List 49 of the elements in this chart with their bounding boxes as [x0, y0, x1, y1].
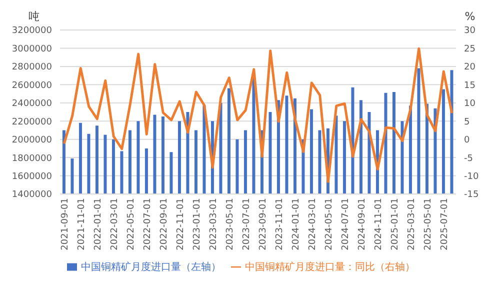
x-tick-label: 2022-07-01: [143, 198, 154, 250]
y-tick-label: 2800000: [12, 62, 52, 73]
line-series: [62, 47, 454, 183]
y2-tick-label: 20: [464, 62, 476, 73]
y2-tick-label: -15: [464, 190, 479, 200]
x-tick-label: 2024-01-01: [292, 198, 302, 250]
y-tick-label: 1600000: [12, 172, 52, 182]
y-tick-label: 2000000: [12, 136, 52, 146]
y-tick-label: 3200000: [12, 26, 52, 36]
x-tick-label: 2025-01-01: [390, 198, 401, 250]
legend-label: 中国铜精矿月度进口量（左轴）: [81, 262, 221, 273]
x-tick-label: 2023-05-01: [226, 198, 236, 250]
y-tick-label: 1800000: [12, 154, 52, 164]
x-tick-label: 2023-11-01: [275, 198, 286, 250]
x-tick-label: 2025-05-01: [424, 198, 434, 250]
y2-tick-label: 25: [464, 44, 476, 54]
legend-label: 中国铜精矿月度进口量：同比（右轴）: [245, 262, 415, 273]
y2-tick-label: 30: [464, 26, 476, 36]
x-tick-label: 2023-09-01: [258, 198, 269, 250]
x-tick-label: 2024-03-01: [308, 198, 318, 250]
x-tick-label: 2021-09-01: [60, 198, 71, 250]
y2-tick-label: 15: [464, 80, 476, 91]
x-tick-label: 2023-01-01: [192, 198, 203, 250]
x-tick-label: 2025-03-01: [407, 198, 418, 250]
y-tick-label: 2600000: [12, 80, 52, 91]
x-tick-label: 2023-07-01: [242, 198, 252, 250]
y-tick-label: 2200000: [12, 117, 52, 128]
x-tick-label: 2024-05-01: [324, 198, 335, 250]
y-axis-title: 吨: [28, 10, 40, 23]
y2-axis-title: %: [464, 10, 476, 23]
x-tick-label: 2021-11-01: [77, 198, 88, 250]
y2-tick-label: 0: [464, 136, 470, 146]
y-tick-label: 1400000: [12, 190, 52, 200]
x-tick-label: 2024-11-01: [374, 198, 384, 250]
x-tick-label: 2024-07-01: [341, 198, 352, 250]
y-tick-label: 2400000: [12, 99, 52, 110]
x-tick-label: 2022-05-01: [126, 198, 137, 250]
y2-tick-label: 10: [464, 99, 476, 110]
x-tick-label: 2024-09-01: [358, 198, 368, 250]
y2-tick-label: -5: [464, 154, 473, 164]
x-tick-label: 2022-03-01: [110, 198, 120, 250]
x-tick-label: 2025-07-01: [440, 198, 450, 250]
x-tick-label: 2023-03-01: [209, 198, 220, 250]
x-tick-label: 2022-11-01: [176, 198, 186, 250]
y2-tick-label: 5: [464, 117, 470, 128]
y2-tick-label: -10: [464, 172, 479, 182]
x-tick-label: 2022-09-01: [160, 198, 170, 250]
y-tick-label: 3000000: [12, 44, 52, 54]
x-tick-label: 2022-01-01: [94, 198, 104, 250]
